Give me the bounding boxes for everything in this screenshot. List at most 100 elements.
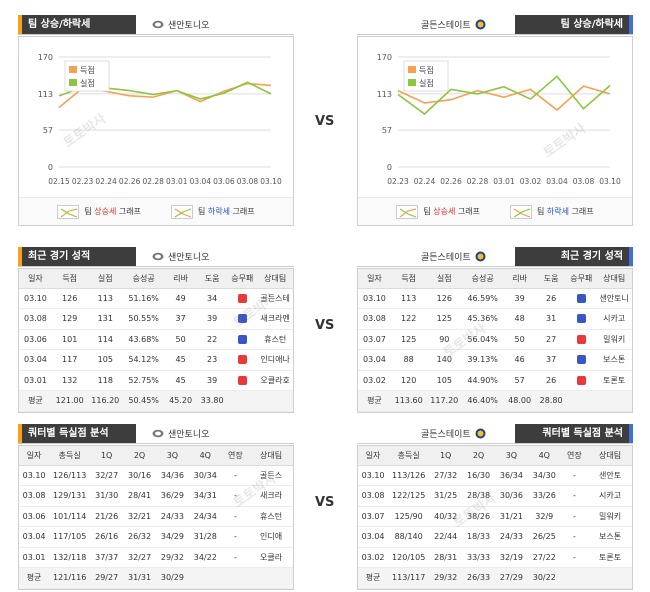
table-row: 03.06 101 114 43.68% 50 22 휴스턴 xyxy=(19,329,293,350)
table-cell: 57 xyxy=(503,370,537,391)
home-quarter-table: 일자 총득실 1Q 2Q 3Q 4Q 연장 상대팀 03.10 126/113 32/27 30/16… xyxy=(19,446,293,589)
table-cell: 44.90% xyxy=(462,370,504,391)
home-trend-header: 팀 상승/하락세 샌안토니오 xyxy=(18,14,294,36)
table-cell xyxy=(188,567,222,589)
home-records-title: 최근 경기 성적 xyxy=(18,247,136,266)
table-row: 03.08 122 125 45.36% 48 31 시카고 xyxy=(358,308,632,330)
x-tick-label: 02.26 xyxy=(440,177,462,186)
table-cell: 90 xyxy=(426,329,463,350)
column-header: 총득실 xyxy=(49,446,91,466)
vs-label: VS xyxy=(315,114,335,129)
column-header: 2Q xyxy=(123,446,156,466)
table-cell: - xyxy=(560,547,589,568)
table-cell: 03.08 xyxy=(358,485,389,507)
x-tick-label: 03.08 xyxy=(237,177,259,186)
x-tick-label: 03.06 xyxy=(213,177,235,186)
table-row: 03.10 113/126 27/32 16/30 36/34 34/30- 샌안토 xyxy=(358,465,632,486)
away-quarter-panel: 쿼터별 득실점 분석 골든스테이트 일자 총득실 1Q 2Q 3Q 4Q 연장 상대팀 03.1… xyxy=(357,423,633,590)
table-cell: 46.40% xyxy=(462,390,504,412)
accent-bar xyxy=(18,15,22,34)
table-row: 03.08 129 131 50.55% 37 39 새크라멘 xyxy=(19,308,293,330)
table-cell xyxy=(560,567,589,589)
table-cell: 32/27 xyxy=(123,547,156,568)
table-cell: 휴스턴 xyxy=(249,506,293,527)
table-cell: 88/140 xyxy=(388,526,430,548)
table-cell: 30/16 xyxy=(123,465,156,486)
table-cell xyxy=(221,567,250,589)
table-cell: 03.01 xyxy=(19,547,50,568)
table-cell: 126 xyxy=(426,288,463,309)
column-header: 상대팀 xyxy=(588,446,632,466)
home-team-label: 샌안토니오 xyxy=(152,250,209,263)
table-cell: 39.13% xyxy=(462,349,504,371)
legend-down: 팀 하락세 그래프 xyxy=(510,204,594,219)
table-cell: 28/41 xyxy=(123,485,156,507)
table-cell: 03.04 xyxy=(358,349,391,371)
table-cell: 31/25 xyxy=(429,485,463,507)
table-cell: 113.60 xyxy=(390,390,427,412)
table-cell: 토론토 xyxy=(588,547,632,568)
table-row: 03.08 129/131 31/30 28/41 36/29 34/31- 새크라 xyxy=(19,485,293,507)
table-cell: 121.00 xyxy=(51,390,88,412)
away-trend-chart: 0 57 113 170 02.23 02.24 02.26 02.28 03.01 03.02 0… xyxy=(357,36,633,226)
table-row: 03.10 126/113 32/27 30/16 34/36 30/34- 골든스 xyxy=(19,465,293,486)
table-cell: 33/26 xyxy=(527,485,561,507)
average-row: 평균 121/116 29/27 31/31 30/29 xyxy=(19,567,293,589)
table-cell: 03.10 xyxy=(358,465,389,486)
table-cell: 39 xyxy=(197,308,228,330)
column-header: 2Q xyxy=(462,446,495,466)
legend-swatch xyxy=(408,66,416,73)
legend-swatch xyxy=(69,66,77,73)
table-row: 03.08 122/125 31/25 28/38 30/36 33/26- 시카고 xyxy=(358,485,632,507)
table-cell: 28/38 xyxy=(462,485,495,507)
column-header: 1Q xyxy=(429,446,463,466)
x-tick-label: 03.08 xyxy=(573,177,595,186)
table-cell: 28/31 xyxy=(429,547,463,568)
table-cell: 24/34 xyxy=(188,506,222,527)
table-cell: 105 xyxy=(87,349,124,371)
x-tick-label: 02.23 xyxy=(387,177,409,186)
table-cell: 03.06 xyxy=(19,329,52,350)
header-divider xyxy=(357,34,633,35)
y-tick-label: 170 xyxy=(38,53,53,62)
away-records-header: 최근 경기 성적 골든스테이트 xyxy=(357,246,633,268)
loss-badge-icon xyxy=(576,314,586,324)
table-cell: - xyxy=(221,506,250,527)
home-records-table-box: 일자 득점 실점 승성공 리바 도움 승무패 상대팀 03.10 126 113 51.16% 49 34… xyxy=(18,268,294,413)
average-row: 평균 113/117 29/32 26/33 27/29 30/22 xyxy=(358,567,632,589)
table-cell: 새크라 xyxy=(249,485,293,507)
result-cell xyxy=(227,370,258,391)
win-badge-icon xyxy=(576,334,586,344)
table-cell: 시카고 xyxy=(596,308,632,330)
away-trend-header: 팀 상승/하락세 골든스테이트 xyxy=(357,14,633,36)
table-cell: 23 xyxy=(197,349,228,371)
column-header: 3Q xyxy=(494,446,528,466)
table-header-row: 일자 득점 실점 승성공 리바 도움 승무패 상대팀 xyxy=(19,269,293,289)
away-team-label: 골든스테이트 xyxy=(421,250,486,263)
table-cell: 30/34 xyxy=(188,465,222,486)
table-header-row: 일자 총득실 1Q 2Q 3Q 4Q 연장 상대팀 xyxy=(358,446,632,466)
table-cell: 33.80 xyxy=(197,390,228,412)
table-cell: 27/22 xyxy=(527,547,561,568)
column-header: 승무패 xyxy=(227,269,258,289)
home-quarter-header: 쿼터별 득실점 분석 샌안토니오 xyxy=(18,423,294,445)
table-cell: 121/116 xyxy=(49,567,91,589)
warriors-logo-icon xyxy=(475,19,486,30)
column-header: 실점 xyxy=(87,269,124,289)
spurs-logo-icon xyxy=(152,429,164,438)
result-cell xyxy=(566,370,597,391)
home-records-panel: 최근 경기 성적 샌안토니오 일자 득점 실점 승성공 리바 도움 승무패 상대팀 03.10 1… xyxy=(18,246,294,413)
accent-bar xyxy=(629,15,633,34)
table-cell: 밀워키 xyxy=(588,506,632,527)
win-badge-icon xyxy=(237,375,247,385)
y-tick-label: 57 xyxy=(43,126,53,135)
legend-up: 팀 상승세 그래프 xyxy=(396,204,480,219)
table-cell: 29/27 xyxy=(90,567,124,589)
home-trend-chart: 0 57 113 170 02.15 02.23 02.24 02.26 02.28 03.01 0… xyxy=(18,36,294,226)
column-header: 리바 xyxy=(503,269,537,289)
x-tick-label: 03.10 xyxy=(599,177,621,186)
table-cell: 33/33 xyxy=(462,547,495,568)
table-cell: 50.45% xyxy=(123,390,165,412)
legend-swatch xyxy=(69,79,77,86)
